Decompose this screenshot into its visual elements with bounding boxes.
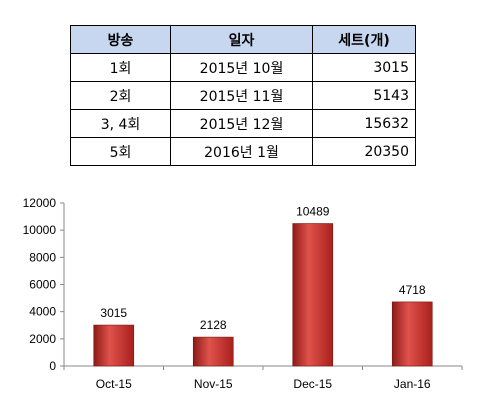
table-cell-sets: 20350: [312, 137, 416, 166]
table-cell-date: 2016년 1월: [170, 137, 313, 166]
x-tick-label: Dec-15: [293, 377, 332, 391]
bar: [93, 324, 135, 367]
table-cell-sets: 3015: [312, 53, 416, 82]
table-cell-sets: 15632: [312, 109, 416, 138]
bar: [391, 301, 433, 367]
table-cell-episode: 5회: [70, 137, 171, 166]
y-tick-label: 8000: [29, 250, 56, 264]
table-row: 5회 2016년 1월 20350: [70, 137, 416, 166]
chart-plot-area: 0 2000 4000 6000 8000 10000 12000 3015 Oct-15 212…: [23, 196, 463, 391]
header-broadcast: 방송: [70, 25, 171, 54]
data-label: 2128: [200, 318, 227, 332]
header-sets: 세트(개): [312, 25, 416, 54]
x-tick-label: Jan-16: [394, 377, 431, 391]
table-cell-episode: 3, 4회: [70, 109, 171, 138]
bar-chart: 0 2000 4000 6000 8000 10000 12000 3015 Oct-15 212…: [23, 196, 463, 391]
table-cell-episode: 1회: [70, 53, 171, 82]
y-tick-label: 12000: [23, 196, 57, 210]
table-row: 3, 4회 2015년 12월 15632: [70, 109, 416, 138]
table-cell-date: 2015년 11월: [170, 81, 313, 110]
table-cell-episode: 2회: [70, 81, 171, 110]
data-table: 방송 일자 세트(개) 1회 2015년 10월 3015 2회 2015년 1…: [70, 25, 416, 166]
table-row: 2회 2015년 11월 5143: [70, 81, 416, 110]
y-tick-label: 2000: [29, 332, 56, 346]
header-date: 일자: [170, 25, 313, 54]
data-label: 10489: [296, 205, 330, 219]
table-cell-sets: 5143: [312, 81, 416, 110]
x-tick-label: Nov-15: [194, 377, 233, 391]
table-cell-date: 2015년 12월: [170, 109, 313, 138]
data-label: 3015: [100, 306, 127, 320]
y-tick-label: 6000: [29, 278, 56, 292]
table-row: 1회 2015년 10월 3015: [70, 53, 416, 82]
y-tick-label: 4000: [29, 305, 56, 319]
y-tick-label: 0: [49, 359, 56, 373]
table-header-row: 방송 일자 세트(개): [70, 25, 416, 54]
y-tick-label: 10000: [23, 223, 57, 237]
table-cell-date: 2015년 10월: [170, 53, 313, 82]
bar: [292, 223, 334, 367]
x-tick-label: Oct-15: [96, 377, 132, 391]
bar: [192, 336, 234, 367]
data-label: 4718: [399, 283, 426, 297]
